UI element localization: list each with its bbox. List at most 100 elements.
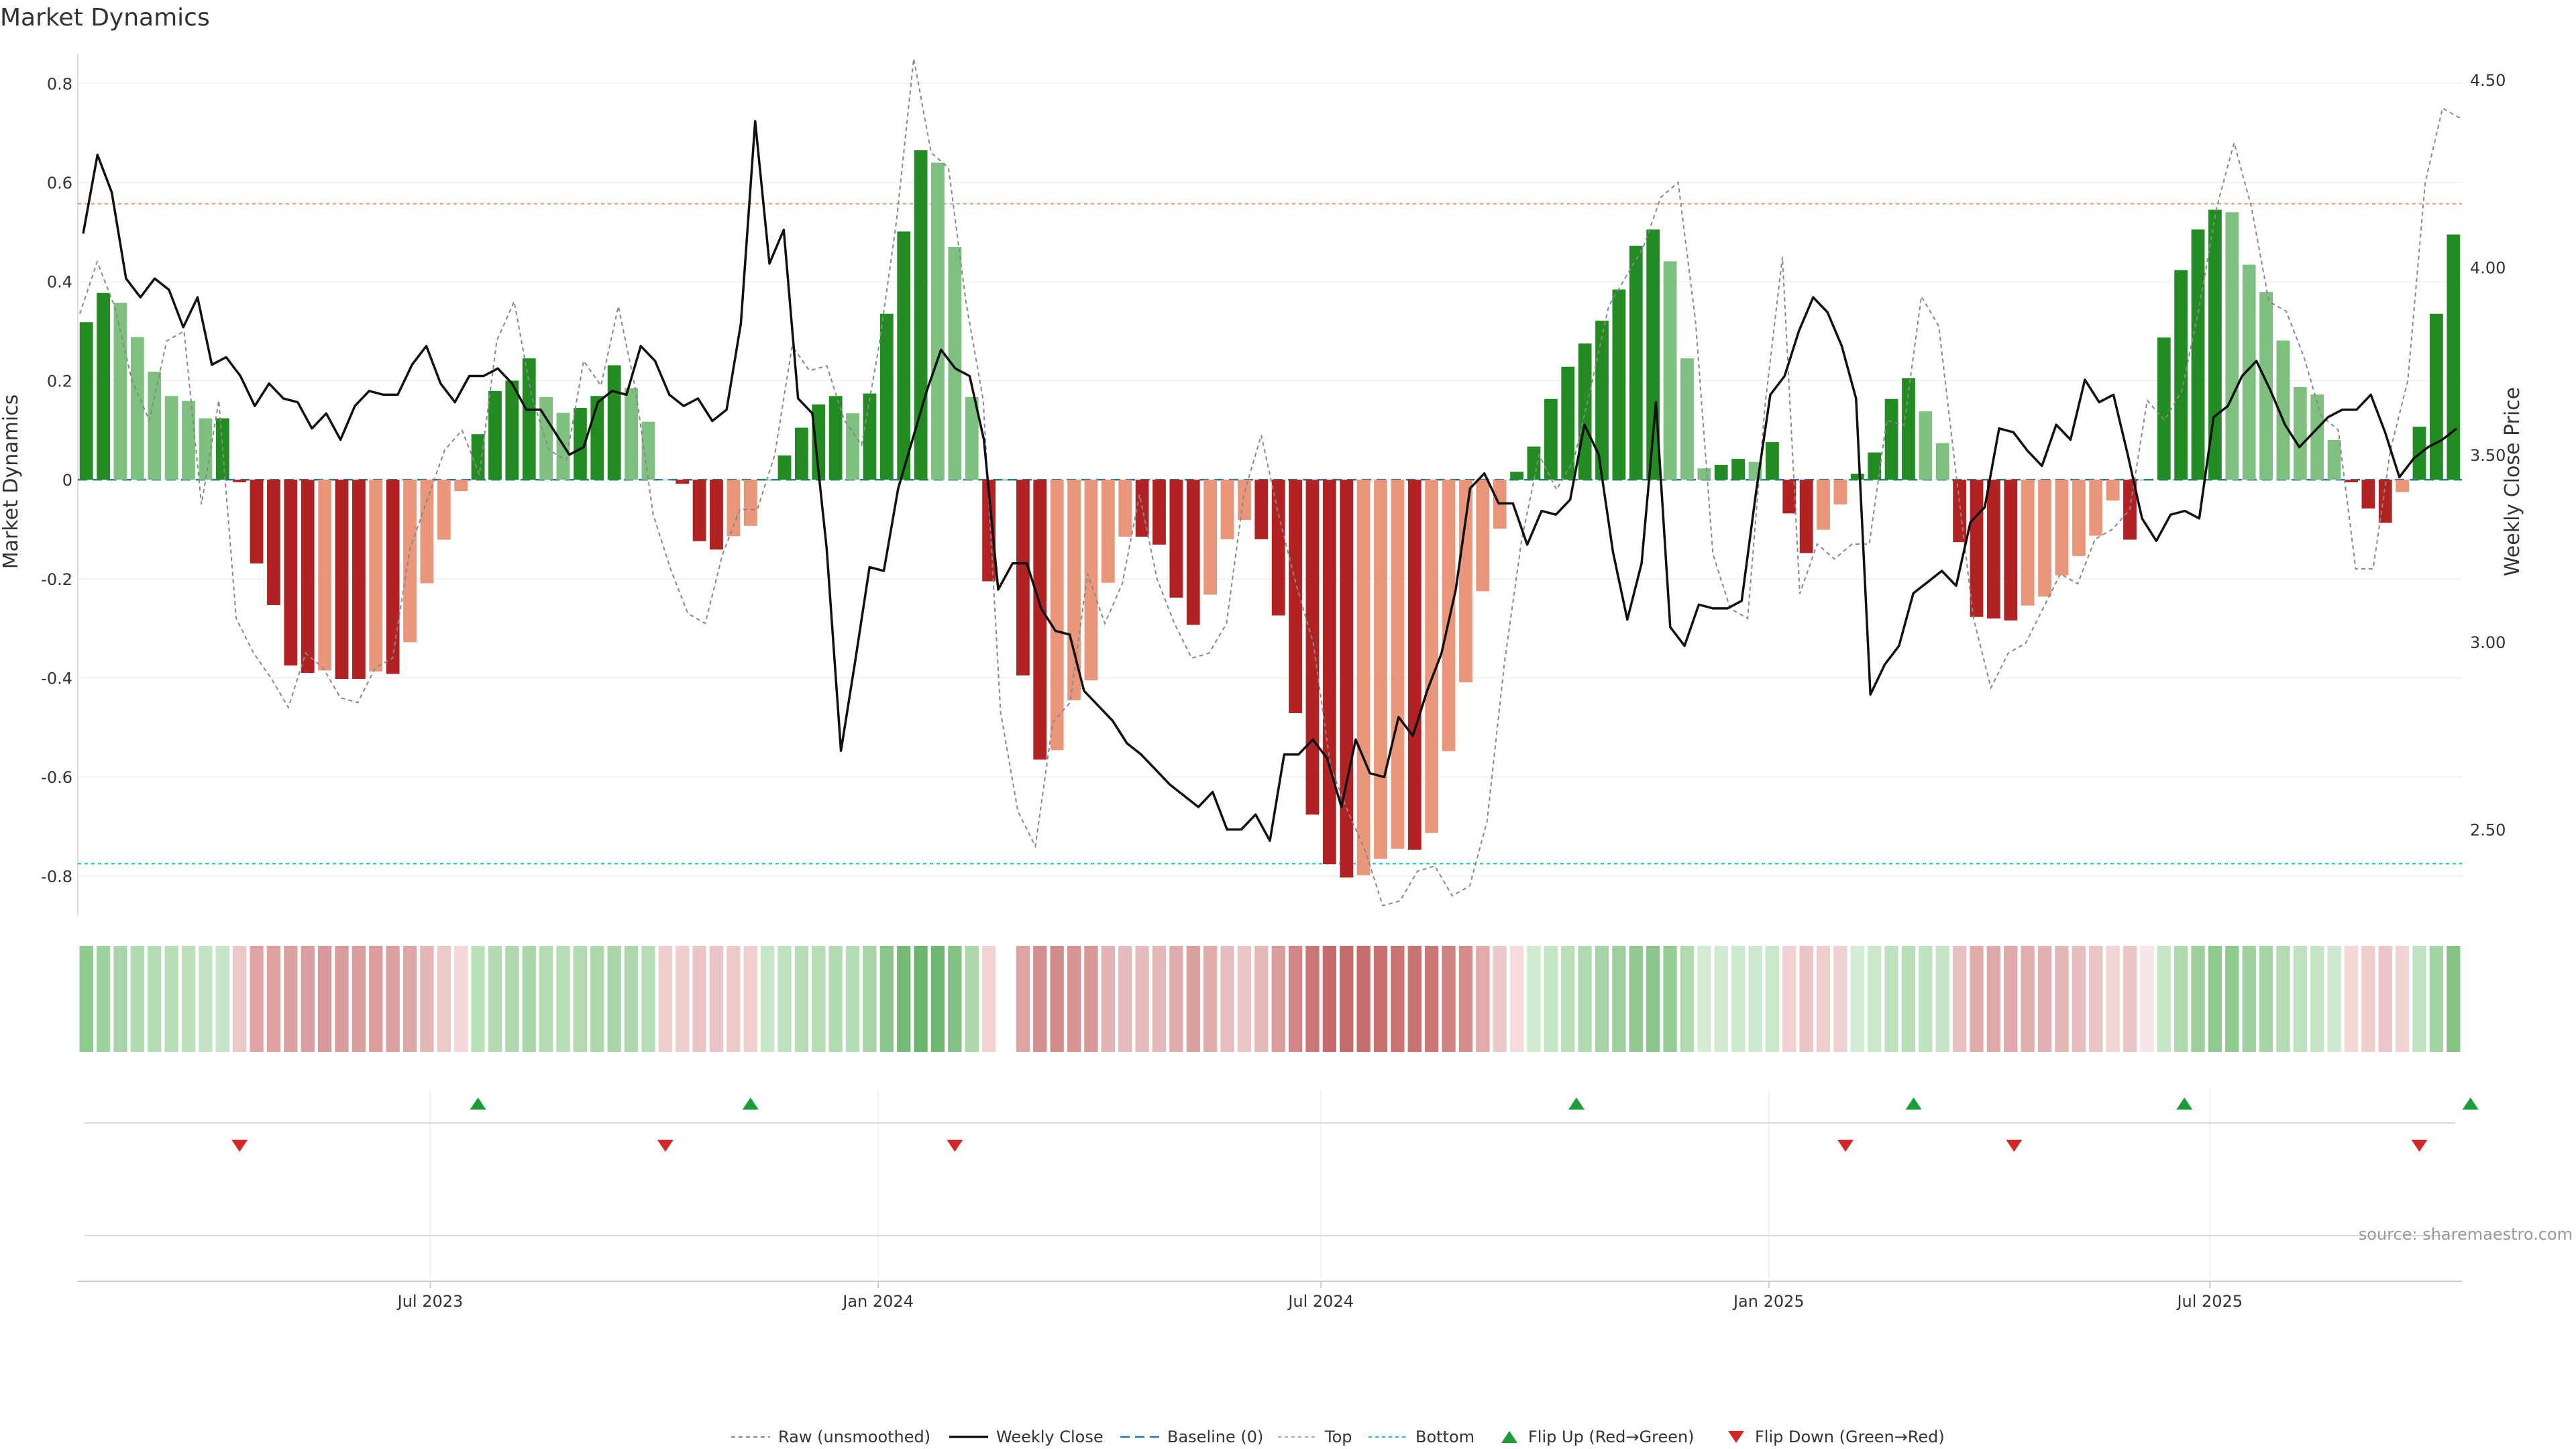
- heat-cell: [1629, 946, 1643, 1052]
- heat-cell: [777, 946, 792, 1052]
- heat-cell: [590, 946, 604, 1052]
- bar: [130, 337, 144, 480]
- heat-cell: [1646, 946, 1660, 1052]
- heat-cell: [879, 946, 894, 1052]
- bar-series: [79, 150, 2461, 878]
- x-axis: Jul 2023 Jan 2024 Jul 2024 Jan 2025 Jul 2025: [78, 1281, 2462, 1311]
- bar: [794, 427, 808, 480]
- heat-cell: [199, 946, 213, 1052]
- bar: [539, 396, 553, 480]
- heat-cell: [1067, 946, 1081, 1052]
- bar: [1884, 398, 1898, 480]
- bar: [846, 413, 859, 480]
- heat-cell: [1152, 946, 1167, 1052]
- legend-item: Bottom: [1368, 1428, 1474, 1446]
- heat-cell: [1833, 946, 1847, 1052]
- heat-cell: [1101, 946, 1115, 1052]
- legend-label: Weekly Close: [996, 1428, 1104, 1446]
- heat-cell: [556, 946, 570, 1052]
- y-axis-ticks: 0.8 0.6 0.4 0.2 0 -0.2 -0.4 -0.6 -0.8: [41, 74, 72, 886]
- bar: [386, 480, 400, 674]
- heat-cell: [1254, 946, 1269, 1052]
- bar: [1782, 480, 1796, 514]
- bar: [505, 380, 519, 480]
- bar: [727, 480, 741, 537]
- y2-tick-label: 2.50: [2470, 821, 2506, 840]
- heat-cell: [317, 946, 332, 1052]
- bar: [777, 455, 792, 480]
- heat-cell: [164, 946, 178, 1052]
- heat-cell: [1271, 946, 1285, 1052]
- bar: [2174, 270, 2188, 480]
- heat-cell: [79, 946, 93, 1052]
- heat-cell: [897, 946, 911, 1052]
- y-tick-label: -0.2: [41, 570, 72, 589]
- heat-cell: [2259, 946, 2273, 1052]
- bar: [1152, 480, 1166, 545]
- bar: [1561, 366, 1575, 480]
- heat-cell: [2072, 946, 2086, 1052]
- heat-cell: [812, 946, 826, 1052]
- flip-down-marker: [2411, 1140, 2428, 1152]
- bar: [2225, 212, 2239, 480]
- flip-up-marker: [2462, 1097, 2479, 1110]
- heat-cell: [1186, 946, 1200, 1052]
- bar: [1374, 480, 1387, 859]
- x-tick-label: Jul 2025: [2176, 1292, 2243, 1311]
- heat-cell: [266, 946, 281, 1052]
- bar: [1220, 480, 1234, 539]
- heat-cell: [2344, 946, 2359, 1052]
- bar: [2055, 480, 2069, 576]
- main-gridlines: [77, 54, 2462, 916]
- heat-cell: [1442, 946, 1456, 1052]
- bar: [743, 480, 757, 526]
- flip-down-marker: [231, 1140, 248, 1152]
- heat-cell: [2378, 946, 2392, 1052]
- heat-cell: [1527, 946, 1541, 1052]
- chart-title: Market Dynamics: [0, 4, 210, 32]
- bar: [2191, 229, 2205, 480]
- flip-down-marker: [657, 1140, 674, 1152]
- bar: [2038, 480, 2051, 597]
- legend-label: Bottom: [1415, 1428, 1474, 1446]
- heat-cell: [1305, 946, 1320, 1052]
- heat-cell: [1220, 946, 1234, 1052]
- bar: [1391, 480, 1405, 849]
- legend-item: Flip Down (Green→Red): [1728, 1428, 1945, 1446]
- legend-label: Flip Up (Red→Green): [1528, 1428, 1695, 1446]
- bar: [2089, 480, 2103, 536]
- heat-cell: [1765, 946, 1780, 1052]
- heat-cell: [2140, 946, 2154, 1052]
- bar: [1663, 261, 1677, 480]
- bar: [199, 418, 213, 480]
- heat-cell: [948, 946, 962, 1052]
- heat-cell: [641, 946, 655, 1052]
- heat-cell: [1612, 946, 1626, 1052]
- y-tick-label: 0.2: [47, 372, 72, 390]
- bar: [2004, 480, 2018, 621]
- bar: [1986, 480, 2000, 619]
- heat-cell: [1986, 946, 2001, 1052]
- bar: [267, 480, 280, 605]
- legend-label: Raw (unsmoothed): [778, 1428, 930, 1446]
- bar: [369, 480, 383, 672]
- bar: [1510, 472, 1523, 480]
- bar: [2021, 480, 2035, 606]
- heat-cell: [1407, 946, 1421, 1052]
- legend-item: Top: [1278, 1428, 1352, 1446]
- heat-cell: [522, 946, 536, 1052]
- heat-cell: [250, 946, 264, 1052]
- bar: [318, 480, 331, 671]
- bar: [2072, 480, 2086, 556]
- heat-cell: [1816, 946, 1831, 1052]
- bar: [1169, 480, 1183, 598]
- bar: [1101, 480, 1115, 583]
- weekly-close-series: [82, 119, 2458, 843]
- bar: [471, 434, 485, 480]
- heat-cell: [2157, 946, 2171, 1052]
- heat-cell: [352, 946, 366, 1052]
- heat-cell: [148, 946, 162, 1052]
- bar: [1016, 480, 1030, 676]
- heat-cell: [760, 946, 775, 1052]
- heat-cell: [233, 946, 247, 1052]
